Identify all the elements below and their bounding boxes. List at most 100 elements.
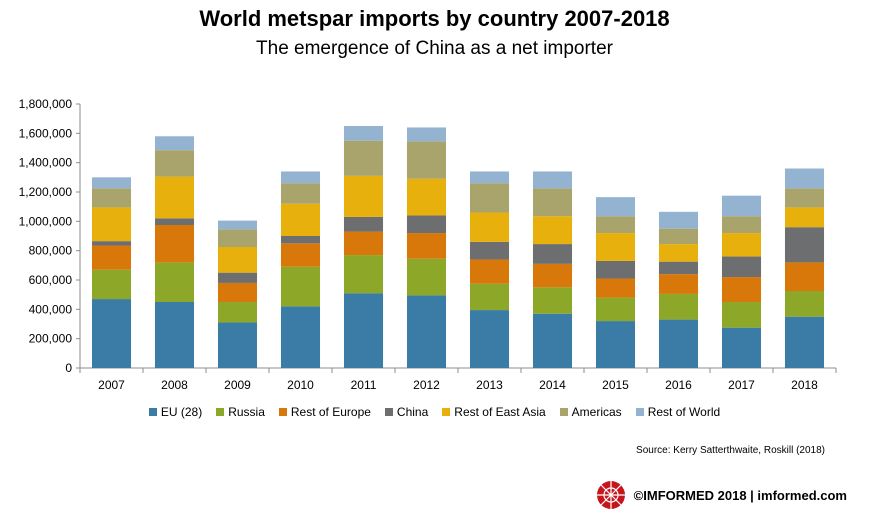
footer-text: ©IMFORMED 2018 | imformed.com — [633, 487, 847, 503]
bar-segment — [154, 136, 195, 151]
bar-segment — [784, 207, 825, 228]
bar-segment — [217, 272, 258, 283]
x-tick-label: 2011 — [351, 378, 377, 392]
legend-swatch — [635, 408, 644, 416]
legend-swatch — [278, 408, 287, 416]
y-tick-label: 800,000 — [29, 244, 73, 258]
bar-segment — [91, 299, 132, 368]
bar-segment — [721, 233, 762, 257]
bar-segment — [406, 258, 447, 296]
chart-subtitle: The emergence of China as a net importer — [256, 38, 613, 59]
bar-segment — [406, 127, 447, 142]
bar-segment — [595, 278, 636, 298]
legend-item: EU (28) — [148, 405, 203, 419]
x-tick-label: 2009 — [224, 378, 251, 392]
bar-segment — [217, 220, 258, 230]
x-tick-label: 2010 — [287, 378, 314, 392]
y-tick-label: 0 — [65, 361, 72, 375]
legend-label: China — [396, 405, 429, 419]
bar-segment — [721, 216, 762, 234]
bar-segment — [469, 183, 510, 213]
bar-segment — [343, 175, 384, 217]
bar-segment — [595, 233, 636, 261]
x-tick-label: 2016 — [665, 378, 692, 392]
bar-segment — [721, 256, 762, 278]
bar-segment — [217, 282, 258, 302]
bar-segment — [406, 215, 447, 234]
bar-segment — [280, 203, 321, 236]
legend-label: Rest of World — [647, 405, 721, 419]
bar-segment — [784, 291, 825, 317]
bar-segment — [217, 229, 258, 247]
bar-segment — [91, 269, 132, 300]
legend-label: EU (28) — [160, 405, 203, 419]
y-tick-label: 200,000 — [29, 332, 73, 346]
bar-segment — [406, 233, 447, 259]
bar-segment — [721, 195, 762, 217]
bar-segment — [595, 260, 636, 279]
legend-item: Americas — [559, 405, 622, 419]
bar-segment — [469, 259, 510, 284]
bar-segment — [469, 310, 510, 368]
legend-label: Rest of East Asia — [454, 405, 546, 419]
bar-segment — [154, 262, 195, 302]
bar-segment — [343, 255, 384, 294]
bar-segment — [91, 188, 132, 208]
bar-segment — [154, 150, 195, 177]
bar-segment — [532, 287, 573, 314]
bar-segment — [595, 197, 636, 217]
bar-segment — [406, 295, 447, 368]
x-tick-label: 2014 — [539, 378, 566, 392]
bar-segment — [658, 319, 699, 368]
x-tick-label: 2007 — [98, 378, 125, 392]
bar-segment — [280, 306, 321, 368]
x-tick-label: 2015 — [602, 378, 629, 392]
chart-title: World metspar imports by country 2007-20… — [199, 6, 670, 31]
bar-segment — [658, 228, 699, 245]
bar-segment — [280, 183, 321, 204]
bar-segment — [280, 236, 321, 244]
bar-segment — [91, 207, 132, 242]
x-tick-label: 2018 — [791, 378, 818, 392]
bar-segment — [595, 321, 636, 368]
legend-item: Rest of World — [635, 405, 721, 419]
legend-item: Russia — [216, 405, 265, 419]
bar-segment — [658, 274, 699, 294]
y-tick-label: 1,400,000 — [19, 156, 73, 170]
y-tick-label: 1,000,000 — [19, 214, 73, 228]
legend-swatch — [148, 408, 157, 416]
bar-segment — [154, 218, 195, 225]
y-tick-label: 600,000 — [29, 273, 73, 287]
x-tick-label: 2008 — [161, 378, 188, 392]
bar-segment — [469, 283, 510, 311]
bar-segment — [532, 171, 573, 189]
bar-segment — [154, 302, 195, 368]
bar-segment — [595, 297, 636, 322]
bar-segment — [721, 302, 762, 328]
bar-segment — [91, 245, 132, 270]
bar-segment — [280, 266, 321, 307]
bar-segment — [469, 241, 510, 260]
bar-segment — [406, 178, 447, 216]
imformed-logo-icon — [596, 481, 625, 509]
legend-swatch — [384, 408, 393, 416]
bar-segment — [469, 171, 510, 184]
bar-segment — [343, 293, 384, 368]
y-tick-label: 400,000 — [29, 302, 73, 316]
legend-swatch — [442, 408, 451, 416]
legend-label: Americas — [571, 405, 622, 419]
bar-segment — [343, 231, 384, 256]
bar-segment — [217, 302, 258, 323]
y-tick-label: 1,800,000 — [19, 97, 73, 111]
bar-segment — [532, 263, 573, 288]
bar-segment — [280, 171, 321, 184]
x-tick-label: 2012 — [413, 378, 440, 392]
x-tick-label: 2017 — [728, 378, 755, 392]
chart-legend: EU (28) Russia Rest of Europe China Rest of … — [0, 405, 869, 419]
bar-segment — [469, 212, 510, 242]
bar-segment — [532, 313, 573, 368]
bar-segment — [595, 216, 636, 234]
legend-item: Rest of Europe — [278, 405, 371, 419]
bar-segment — [343, 140, 384, 176]
legend-label: Rest of Europe — [290, 405, 371, 419]
